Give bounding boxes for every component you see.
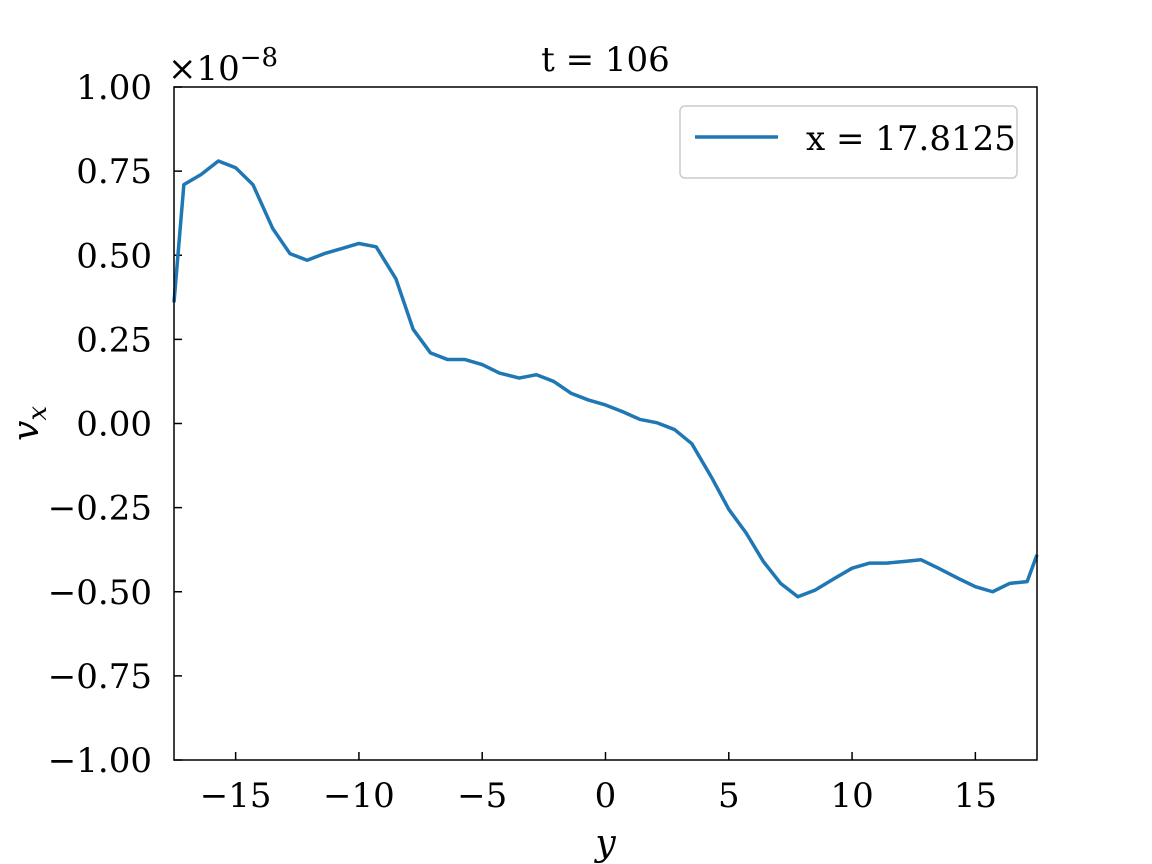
y-axis-label: vx <box>6 406 53 441</box>
y-axis-label-subscript: x <box>23 406 53 421</box>
x-axis-label: y <box>593 823 616 864</box>
y-tick-label: −0.75 <box>48 657 152 697</box>
x-tick-label: −15 <box>200 776 272 816</box>
y-tick-label: 0.00 <box>76 405 152 445</box>
y-axis-label-base: v <box>6 421 47 441</box>
x-tick-label: 10 <box>830 776 873 816</box>
y-tick-label: −1.00 <box>48 741 152 781</box>
y-tick-label: −0.50 <box>48 573 152 613</box>
x-axis-ticks: −15 −10 −5 0 5 10 15 <box>200 752 997 816</box>
x-tick-label: −10 <box>323 776 395 816</box>
legend-box <box>679 105 1018 179</box>
plot-area-frame <box>173 86 1038 761</box>
x-tick-label: −5 <box>457 776 507 816</box>
y-tick-label: 0.75 <box>76 152 152 192</box>
y-tick-label: −0.25 <box>48 489 152 529</box>
y-axis-offset-base: ×10 <box>168 49 240 89</box>
y-tick-label: 1.00 <box>76 68 152 108</box>
x-tick-label: 5 <box>718 776 740 816</box>
chart-title: t = 106 <box>541 40 670 80</box>
y-tick-label: 0.25 <box>76 320 152 360</box>
y-tick-label: 0.50 <box>76 236 152 276</box>
x-tick-label: 0 <box>595 776 617 816</box>
x-tick-label: 15 <box>954 776 997 816</box>
y-axis-ticks: −1.00 −0.75 −0.50 −0.25 0.00 0.25 0.50 0.75 1.00 <box>48 68 182 781</box>
y-axis-offset-exponent: −8 <box>240 43 278 73</box>
legend-label: x = 17.8125 <box>806 119 1016 159</box>
series-line <box>172 159 1039 599</box>
y-axis-offset-label: ×10−8 <box>168 43 278 89</box>
legend: x = 17.8125 <box>679 105 1018 179</box>
